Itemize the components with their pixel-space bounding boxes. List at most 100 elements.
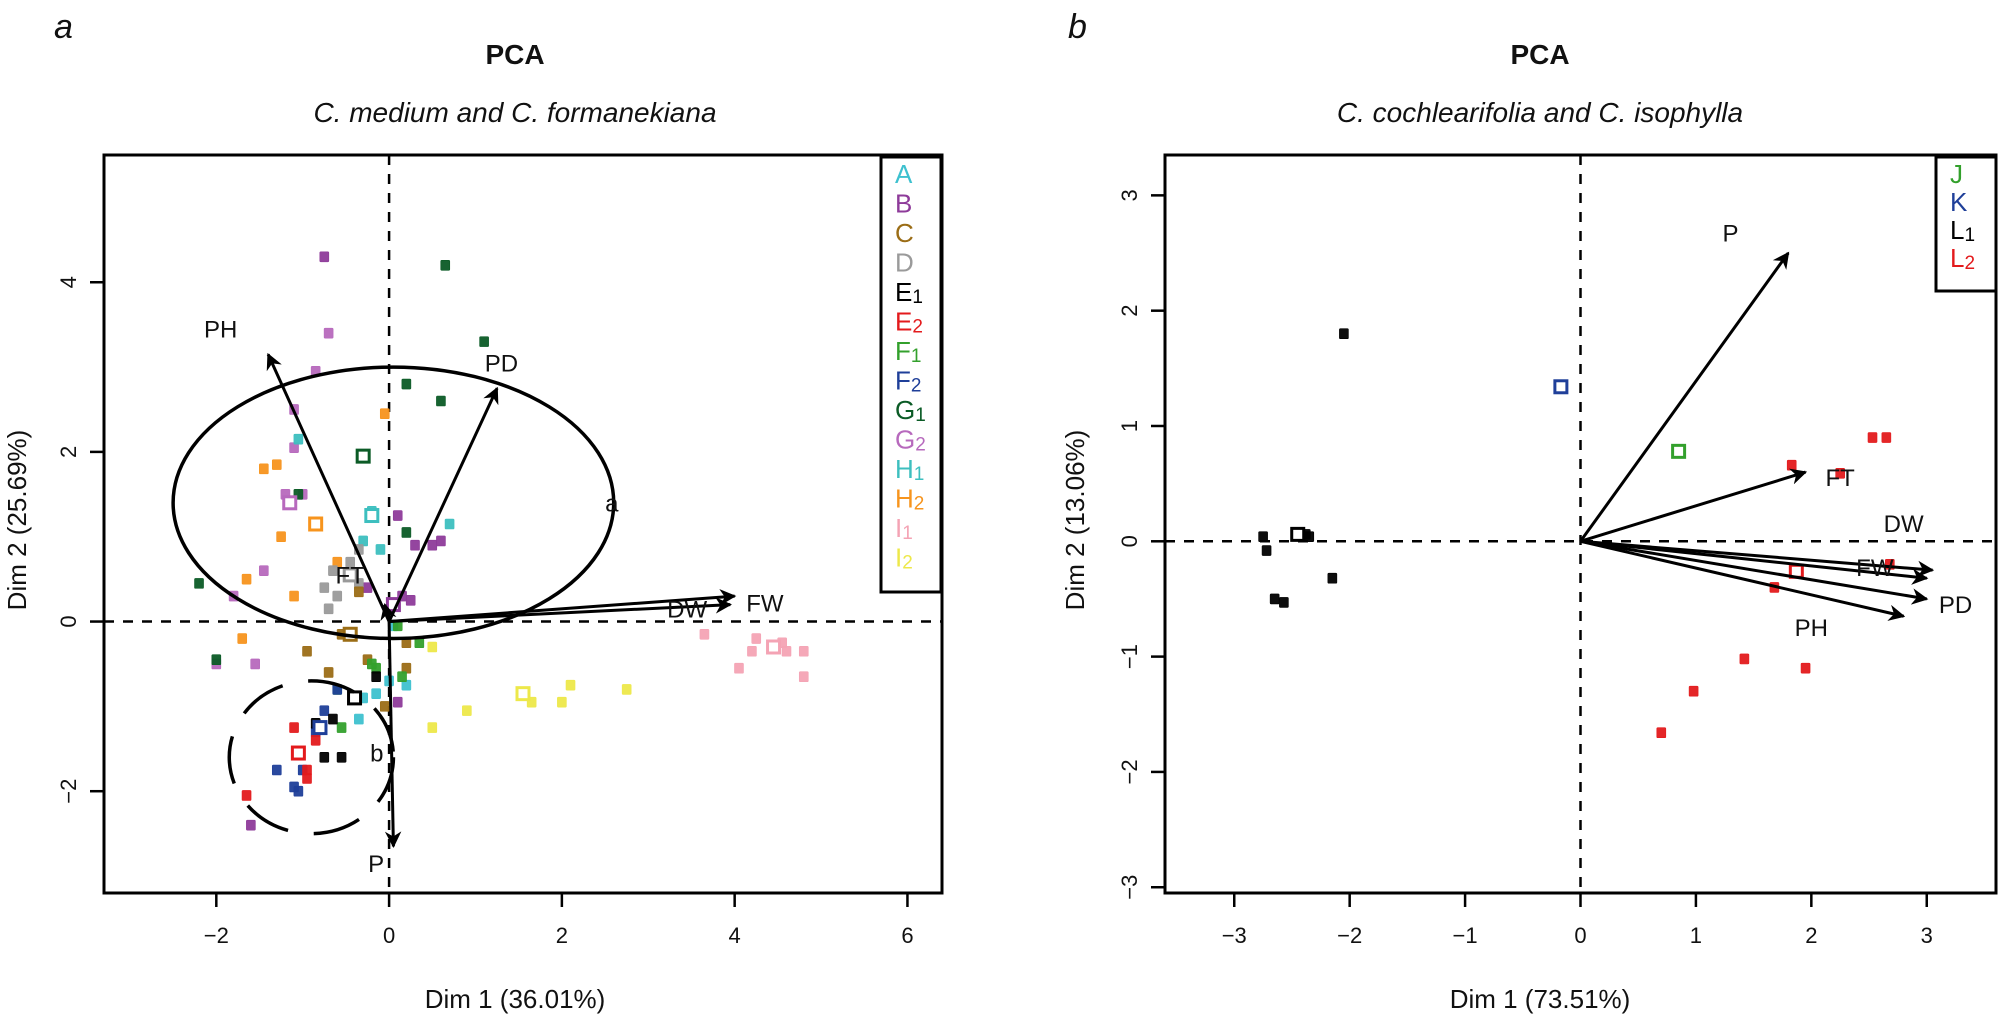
data-point-a bbox=[354, 713, 364, 725]
y-tick-label: −1 bbox=[1117, 644, 1142, 669]
y-tick-label: 2 bbox=[1117, 305, 1142, 317]
variable-label-ft: FT bbox=[336, 562, 366, 589]
data-point-b bbox=[436, 535, 446, 547]
centroid-g2 bbox=[282, 495, 298, 511]
panel-a-title: PCA bbox=[485, 39, 544, 70]
data-point-c bbox=[323, 667, 334, 678]
data-point-h1 bbox=[293, 433, 304, 445]
data-point-e1 bbox=[319, 751, 330, 763]
y-tick-label: 3 bbox=[1117, 189, 1142, 201]
data-point-h2 bbox=[289, 590, 299, 602]
data-point-g1 bbox=[401, 527, 412, 538]
data-point-c bbox=[302, 645, 312, 657]
variable-label-dw: DW bbox=[667, 596, 707, 623]
x-tick-label: 2 bbox=[556, 923, 568, 948]
data-point-b bbox=[392, 696, 403, 708]
data-point-g1 bbox=[440, 259, 451, 271]
data-point-l2 bbox=[1786, 459, 1797, 471]
y-tick-label: −2 bbox=[1117, 759, 1142, 784]
x-tick-label: −2 bbox=[204, 923, 229, 948]
y-tick-label: 0 bbox=[56, 615, 81, 627]
data-point-d bbox=[332, 590, 343, 602]
loading-arrow-fw bbox=[1580, 539, 1929, 585]
panel-b-y-axis-label: Dim 2 (13.06%) bbox=[1060, 430, 1090, 611]
y-tick-label: 0 bbox=[1117, 535, 1142, 547]
variable-label-ph: PH bbox=[1795, 615, 1828, 642]
x-tick-label: 0 bbox=[383, 923, 395, 948]
legend-entry-i1: I1 bbox=[895, 513, 913, 544]
x-tick-label: 2 bbox=[1805, 923, 1817, 948]
legend-entry-i2: I2 bbox=[895, 543, 913, 574]
variable-label-dw: DW bbox=[1884, 511, 1924, 538]
data-point-l1 bbox=[1304, 531, 1315, 542]
confidence-ellipse-a bbox=[171, 365, 616, 641]
data-point-i2 bbox=[427, 641, 438, 653]
y-tick-label: 1 bbox=[1117, 420, 1142, 432]
data-point-g2 bbox=[259, 565, 269, 576]
panel-letter-b: b bbox=[1068, 8, 1087, 46]
data-point-l1 bbox=[1261, 545, 1272, 556]
centroid-i1 bbox=[766, 639, 782, 655]
panel-b-x-axis-label: Dim 1 (73.51%) bbox=[1450, 984, 1631, 1014]
legend-entry-e2: E2 bbox=[895, 307, 923, 338]
legend-entry-e1: E1 bbox=[895, 277, 923, 308]
data-point-i1 bbox=[751, 633, 762, 644]
data-point-b bbox=[319, 251, 330, 263]
y-tick-label: 4 bbox=[56, 276, 81, 288]
loading-arrow-pd bbox=[387, 386, 499, 623]
panel-a-x-axis-label: Dim 1 (36.01%) bbox=[425, 984, 606, 1014]
data-point-l2 bbox=[1867, 432, 1878, 443]
data-point-h2 bbox=[241, 573, 252, 585]
data-point-g2 bbox=[323, 327, 334, 339]
data-point-h2 bbox=[271, 459, 282, 470]
x-tick-label: −3 bbox=[1222, 923, 1247, 948]
centroid-g1 bbox=[355, 448, 371, 464]
data-point-i1 bbox=[699, 628, 710, 640]
data-point-b bbox=[410, 539, 420, 551]
x-tick-label: 0 bbox=[1574, 923, 1586, 948]
variable-label-ph: PH bbox=[204, 316, 237, 343]
panel-letter-a: a bbox=[54, 8, 73, 46]
loading-arrow-fw bbox=[388, 588, 737, 624]
loading-arrow-pd bbox=[1580, 539, 1929, 605]
panel-b-title: PCA bbox=[1510, 39, 1569, 70]
variable-label-p: P bbox=[368, 851, 384, 878]
x-tick-label: 6 bbox=[901, 923, 913, 948]
centroid-e2 bbox=[290, 745, 306, 761]
data-point-i1 bbox=[781, 645, 792, 657]
legend-entry-g1: G1 bbox=[895, 395, 926, 426]
variable-label-p: P bbox=[1723, 220, 1739, 247]
data-point-e2 bbox=[310, 735, 321, 746]
centroid-k bbox=[1553, 379, 1569, 395]
x-tick-label: 3 bbox=[1921, 923, 1933, 948]
data-point-l1 bbox=[1258, 531, 1268, 542]
data-point-i1 bbox=[734, 662, 744, 674]
centroid-i2 bbox=[515, 686, 531, 702]
data-point-i1 bbox=[747, 645, 757, 657]
data-point-i2 bbox=[557, 696, 567, 708]
data-point-h1 bbox=[444, 518, 455, 530]
data-point-l1 bbox=[1339, 328, 1349, 340]
ellipse-label-b: b bbox=[370, 741, 383, 768]
variable-label-pd: PD bbox=[485, 350, 518, 377]
data-point-i2 bbox=[427, 722, 438, 733]
data-point-f1 bbox=[336, 722, 347, 733]
data-point-i1 bbox=[798, 645, 809, 657]
x-tick-label: 1 bbox=[1690, 923, 1702, 948]
data-point-b bbox=[246, 819, 256, 831]
x-tick-label: −1 bbox=[1453, 923, 1478, 948]
loading-arrow-ft bbox=[1580, 468, 1808, 543]
legend-entry-f1: F1 bbox=[895, 336, 921, 367]
data-point-b bbox=[427, 539, 438, 551]
data-point-d bbox=[319, 582, 330, 593]
legend-entry-j: J bbox=[1950, 159, 1963, 189]
legend-entry-l1: L1 bbox=[1950, 215, 1975, 246]
data-point-b bbox=[405, 595, 416, 606]
data-point-f2 bbox=[271, 764, 282, 776]
data-point-h1 bbox=[375, 544, 386, 555]
data-point-g1 bbox=[479, 336, 489, 347]
confidence-ellipse-b bbox=[227, 679, 396, 836]
